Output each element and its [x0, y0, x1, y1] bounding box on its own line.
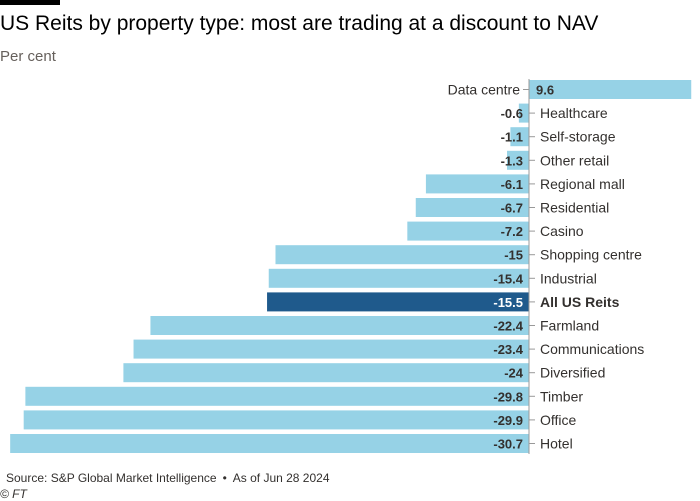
bar-other-retail: [507, 150, 529, 170]
bar-shopping-centre: [275, 245, 529, 265]
value-label-all-us-reits: -15.5: [493, 295, 523, 310]
category-label-data-centre: Data centre: [448, 82, 521, 98]
value-label-timber: -29.8: [493, 389, 523, 404]
value-label-casino: -7.2: [501, 224, 523, 239]
bar-residential: [415, 198, 529, 217]
bar-office: [23, 410, 529, 430]
bar-all-us-reits: [267, 292, 529, 312]
value-label-industrial: -15.4: [493, 271, 523, 286]
category-label-self-storage: Self-storage: [540, 129, 616, 145]
value-label-shopping-centre: -15: [504, 248, 523, 263]
source-text: Source: S&P Global Market Intelligence: [6, 471, 217, 485]
ft-top-rule: [0, 0, 60, 5]
value-label-other-retail: -1.3: [501, 153, 523, 168]
as-of-date: As of Jun 28 2024: [232, 471, 330, 485]
category-label-residential: Residential: [540, 200, 609, 216]
value-label-hotel: -30.7: [493, 437, 523, 452]
chart-subtitle: Per cent: [0, 48, 56, 65]
category-label-other-retail: Other retail: [540, 152, 609, 168]
category-label-hotel: Hotel: [540, 436, 573, 452]
value-label-office: -29.9: [493, 413, 523, 428]
category-label-healthcare: Healthcare: [540, 105, 608, 121]
bar-regional-mall: [425, 174, 529, 194]
value-label-farmland: -22.4: [493, 319, 523, 334]
bar-diversified: [123, 363, 530, 383]
category-label-shopping-centre: Shopping centre: [540, 247, 642, 263]
chart-title: US Reits by property type: most are trad…: [0, 12, 599, 35]
category-label-office: Office: [540, 412, 577, 428]
category-label-industrial: Industrial: [540, 270, 597, 286]
category-label-communications: Communications: [540, 341, 644, 357]
bar-communications: [133, 339, 530, 359]
category-label-farmland: Farmland: [540, 318, 599, 334]
value-label-regional-mall: -6.1: [501, 177, 523, 192]
category-label-casino: Casino: [540, 223, 584, 239]
category-label-all-us-reits: All US Reits: [540, 294, 620, 310]
bar-farmland: [150, 316, 529, 335]
ft-credit: © FT: [0, 487, 27, 501]
value-label-healthcare: -0.6: [501, 106, 523, 121]
value-label-self-storage: -1.1: [501, 130, 523, 145]
bar-healthcare: [518, 103, 529, 123]
category-label-timber: Timber: [540, 388, 583, 404]
bar-data-centre: [529, 80, 692, 99]
bar-casino: [407, 221, 529, 241]
separator-dot: •: [222, 471, 227, 485]
category-label-diversified: Diversified: [540, 365, 605, 381]
bar-hotel: [10, 434, 530, 453]
bar-self-storage: [510, 127, 529, 147]
value-label-residential: -6.7: [501, 201, 523, 216]
bar-chart: Data centre 9.6 Healthcare -0.6 Self-storage…: [10, 79, 692, 454]
bar-industrial: [268, 268, 529, 288]
footer-source: Source: S&P Global Market Intelligence • A…: [6, 471, 330, 485]
value-label-data-centre: 9.6: [536, 83, 554, 98]
value-label-communications: -23.4: [493, 342, 523, 357]
category-label-regional-mall: Regional mall: [540, 176, 625, 192]
bar-timber: [25, 386, 529, 406]
value-label-diversified: -24: [504, 366, 524, 381]
